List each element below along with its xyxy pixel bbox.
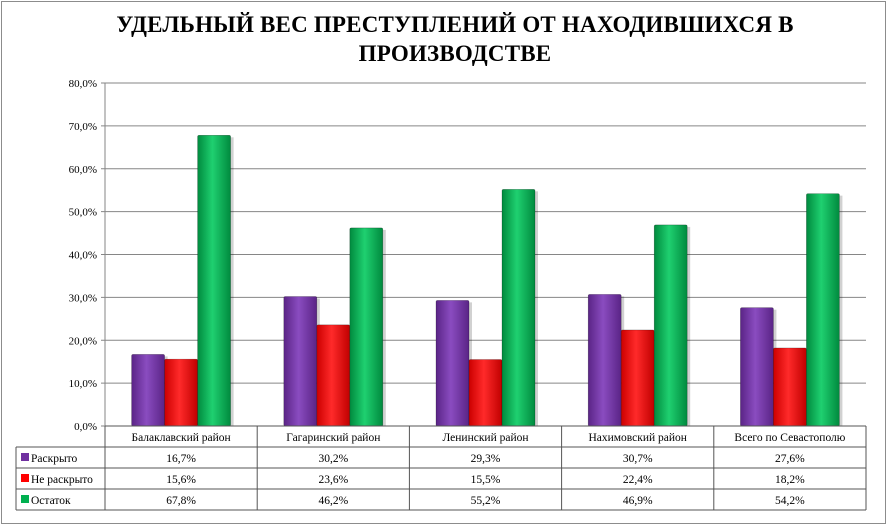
bar xyxy=(164,358,198,427)
data-label: 67,8% xyxy=(166,495,196,507)
legend-label: Раскрыто xyxy=(31,453,78,465)
bar xyxy=(806,193,840,427)
legend-swatch xyxy=(21,474,29,482)
y-tick-label: 30,0% xyxy=(69,292,97,304)
bar xyxy=(316,324,351,427)
legend-swatch xyxy=(21,495,29,503)
bar xyxy=(587,294,622,427)
data-label: 30,2% xyxy=(318,453,348,465)
data-label: 23,6% xyxy=(318,474,348,486)
data-label: 27,6% xyxy=(775,453,805,465)
data-label: 46,9% xyxy=(623,495,653,507)
y-tick-label: 40,0% xyxy=(69,250,97,262)
legend-swatch xyxy=(21,453,29,461)
bar xyxy=(653,224,688,427)
category-label: Всего по Севастополю xyxy=(734,432,845,444)
data-label: 18,2% xyxy=(775,474,805,486)
bar xyxy=(349,227,384,427)
bar xyxy=(773,347,807,427)
bar xyxy=(197,135,231,427)
bar xyxy=(435,300,470,427)
data-label: 15,6% xyxy=(166,474,196,486)
data-label: 15,5% xyxy=(471,474,501,486)
y-tick-label: 70,0% xyxy=(69,121,97,133)
bar xyxy=(501,189,536,427)
bar xyxy=(283,296,318,427)
category-label: Нахимовский район xyxy=(588,432,687,444)
y-tick-label: 80,0% xyxy=(69,78,97,90)
category-label: Балаклавский район xyxy=(131,432,230,444)
y-tick-label: 50,0% xyxy=(69,207,97,219)
data-label: 54,2% xyxy=(775,495,805,507)
y-tick-label: 10,0% xyxy=(69,378,97,390)
bar xyxy=(468,359,503,427)
legend-label: Остаток xyxy=(31,495,71,507)
data-label: 30,7% xyxy=(623,453,653,465)
category-label: Ленинский район xyxy=(442,432,528,444)
bar xyxy=(131,354,165,427)
y-tick-label: 0,0% xyxy=(74,421,97,433)
data-label: 46,2% xyxy=(318,495,348,507)
category-label: Гагаринский район xyxy=(286,432,380,444)
chart-title: УДЕЛЬНЫЙ ВЕС ПРЕСТУПЛЕНИЙ ОТ НАХОДИВШИХС… xyxy=(116,12,794,66)
legend-label: Не раскрыто xyxy=(31,474,93,486)
data-label: 22,4% xyxy=(623,474,653,486)
data-table: Балаклавский район Гагаринский район Ленин… xyxy=(15,425,867,511)
y-tick-label: 20,0% xyxy=(69,335,97,347)
bars xyxy=(131,135,843,427)
bar xyxy=(740,307,774,427)
y-axis-ticks: 0,0% 10,0% 20,0% 30,0% 40,0% 50,0% 60,0% 70,0% 8… xyxy=(69,78,97,433)
y-tick-label: 60,0% xyxy=(69,164,97,176)
data-label: 29,3% xyxy=(471,453,501,465)
data-label: 55,2% xyxy=(471,495,501,507)
bar xyxy=(620,329,655,427)
data-label: 16,7% xyxy=(166,453,196,465)
